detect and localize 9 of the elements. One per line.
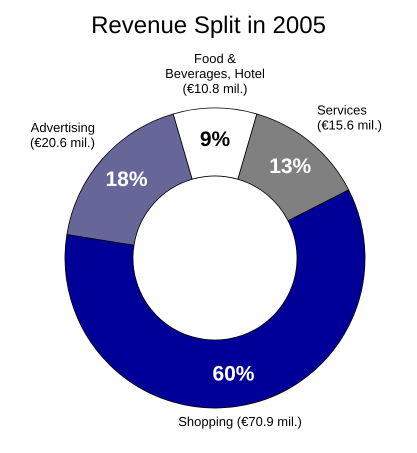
- data-label: 13%: [269, 155, 312, 178]
- chart-title: Revenue Split in 2005: [91, 12, 326, 39]
- slice-label: Advertising (€20.6 mil.): [30, 120, 95, 150]
- slice-label: Services (€15.6 mil.): [316, 102, 382, 133]
- data-label: 18%: [105, 168, 148, 191]
- data-label: 9%: [200, 128, 230, 151]
- data-label: 60%: [212, 362, 255, 386]
- slice-label: Food & Beverages, Hotel (€10.8 mil.): [165, 51, 265, 96]
- slice-label: Shopping (€70.9 mil.): [178, 414, 302, 430]
